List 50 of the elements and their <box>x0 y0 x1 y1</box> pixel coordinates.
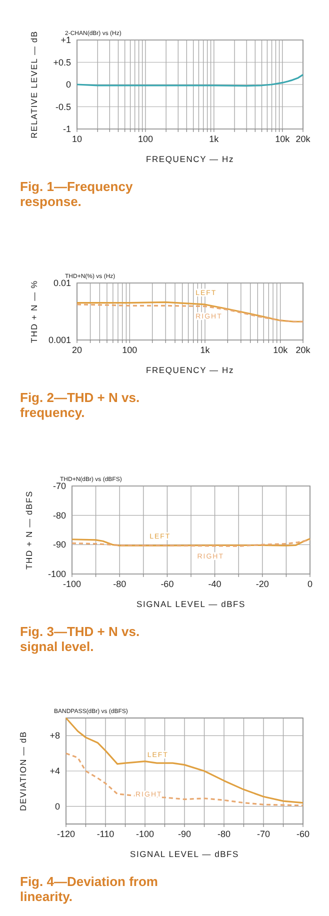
x-tick-label: 10k <box>275 134 290 144</box>
y-tick-label: +4 <box>50 766 60 776</box>
x-axis-title: SIGNAL LEVEL — dBFS <box>130 849 240 859</box>
y-tick-label: 0.001 <box>48 335 71 345</box>
x-tick-label: 1k <box>209 134 220 144</box>
y-tick-label: +8 <box>50 730 60 741</box>
x-tick-label: 10k <box>273 345 288 355</box>
x-tick-label: 1k <box>200 345 210 355</box>
x-axis-title: FREQUENCY — Hz <box>146 365 234 375</box>
x-tick-label: 100 <box>122 345 138 355</box>
y-tick-label: -1 <box>62 124 71 134</box>
x-tick-label: -80 <box>113 579 126 589</box>
y-axis-title: DEVIATION — dB <box>18 730 28 812</box>
x-tick-label: 20k <box>296 134 311 144</box>
x-tick-label: 20k <box>296 345 311 355</box>
x-tick-label: -60 <box>160 579 174 589</box>
text: Fig. 4—Deviation from linearity. <box>20 874 158 904</box>
x-tick-label: 10 <box>72 134 82 144</box>
x-tick-label: -80 <box>217 829 231 839</box>
y-tick-label: +0.5 <box>53 57 71 68</box>
y-tick-label: -70 <box>52 481 66 491</box>
x-tick-label: 20 <box>72 345 82 355</box>
x-tick-label: 100 <box>138 134 153 144</box>
x-tick-label: -40 <box>208 579 222 589</box>
y-tick-label: -90 <box>52 540 66 550</box>
x-tick-label: -70 <box>256 829 270 839</box>
x-tick-label: -90 <box>178 829 192 839</box>
y-axis-title: RELATIVE LEVEL — dB <box>29 30 39 138</box>
x-tick-label: -110 <box>96 829 114 839</box>
text: Fig. 2—THD + N vs. frequency. <box>20 390 140 420</box>
y-tick-label: 0.01 <box>53 278 71 288</box>
x-tick-label: -20 <box>256 579 269 589</box>
x-tick-label: 0 <box>307 579 313 589</box>
y-axis-title: THD + N — dBFS <box>24 490 34 570</box>
y-tick-label: 0 <box>66 80 71 90</box>
x-axis-title: SIGNAL LEVEL — dBFS <box>136 599 246 609</box>
line-series <box>65 717 304 804</box>
x-tick-label: -100 <box>136 829 154 839</box>
y-tick-label: -100 <box>48 569 66 579</box>
y-tick-label: +1 <box>60 35 71 45</box>
y-tick-label: -80 <box>52 510 66 520</box>
line-series <box>65 752 304 806</box>
y-axis-title: THD + N — % <box>29 280 39 343</box>
text: Fig. 3—THD + N vs. signal level. <box>20 624 140 654</box>
y-tick-label: 0 <box>54 801 60 812</box>
y-tick-label: -0.5 <box>55 102 71 112</box>
x-tick-label: -120 <box>56 829 76 839</box>
x-tick-label: -60 <box>296 829 310 839</box>
text: Fig. 1—Frequency response. <box>20 179 134 209</box>
x-axis-title: FREQUENCY — Hz <box>146 154 234 164</box>
